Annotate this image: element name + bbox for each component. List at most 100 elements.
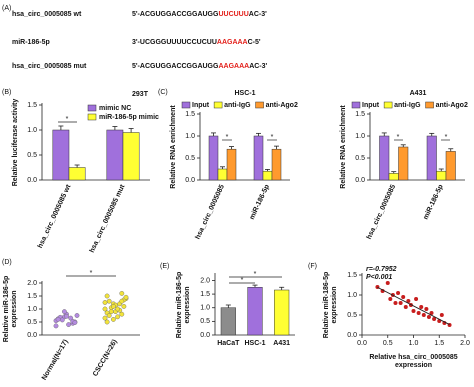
panel-letter: (F) bbox=[308, 263, 317, 270]
bar bbox=[398, 146, 409, 181]
y-tick-label: 0.0 bbox=[27, 332, 37, 339]
data-point bbox=[414, 297, 419, 301]
data-point bbox=[102, 306, 108, 312]
y-tick-label: 1.0 bbox=[355, 133, 365, 140]
data-point bbox=[388, 297, 393, 301]
legend-swatch bbox=[213, 101, 223, 109]
legend-swatch bbox=[87, 113, 97, 121]
x-tick-label: CSCC(N=26) bbox=[92, 338, 119, 377]
y-tick-label: 1.0 bbox=[185, 133, 195, 140]
panel-letter: (B) bbox=[2, 89, 11, 96]
axis-label: Relative luciferase activity bbox=[12, 99, 19, 187]
data-point bbox=[104, 319, 110, 325]
significance-label: * bbox=[271, 134, 274, 141]
y-tick-label: 2.0 bbox=[200, 277, 210, 284]
x-tick-label: Normal(N=17) bbox=[41, 338, 70, 381]
y-tick-label: 1.5 bbox=[200, 291, 210, 298]
legend-swatch bbox=[425, 101, 434, 109]
x-tick-label: HaCaT bbox=[217, 340, 240, 347]
legend-swatch bbox=[87, 104, 97, 112]
annotation: r=-0.7952 bbox=[366, 266, 397, 273]
x-tick-label: 0.0 bbox=[357, 340, 367, 347]
y-tick-label: 0.5 bbox=[27, 319, 37, 326]
trend-line bbox=[377, 286, 450, 325]
legend-label: Input bbox=[192, 102, 210, 109]
data-point bbox=[115, 314, 121, 320]
axis-label: expression bbox=[395, 362, 432, 369]
y-tick-label: 0.5 bbox=[347, 312, 357, 319]
significance-label: * bbox=[90, 270, 93, 277]
axis-label: Relative RNA enrichment bbox=[170, 105, 177, 189]
y-tick-label: 1.0 bbox=[27, 127, 37, 134]
axis-label: expression bbox=[11, 291, 18, 328]
bar bbox=[122, 132, 140, 181]
data-point bbox=[393, 301, 398, 305]
chart-title: HSC-1 bbox=[234, 90, 255, 97]
bar bbox=[68, 167, 86, 181]
sequence-label: hsa_circ_0005085 mut bbox=[12, 63, 87, 70]
data-point bbox=[102, 315, 108, 321]
data-point bbox=[119, 311, 125, 317]
x-tick-label: HSC-1 bbox=[244, 340, 265, 347]
data-point bbox=[68, 315, 74, 321]
data-point bbox=[53, 323, 59, 329]
sequence: 3'-UCGGGUUUUCCUCUUAAGAAAC-5' bbox=[132, 39, 261, 46]
x-tick-label: 1.5 bbox=[434, 340, 444, 347]
bar bbox=[217, 168, 228, 181]
legend-swatch bbox=[181, 101, 191, 109]
data-point bbox=[401, 295, 406, 299]
y-tick-label: 1.5 bbox=[27, 293, 37, 300]
y-tick-label: 2.0 bbox=[27, 280, 37, 287]
data-point bbox=[64, 313, 69, 319]
data-point bbox=[115, 306, 121, 312]
legend-label: mimic NC bbox=[99, 105, 131, 112]
binding-site: UUCUUU bbox=[218, 11, 248, 18]
binding-site: AAGAAA bbox=[218, 63, 249, 70]
panel-letter: (A) bbox=[2, 5, 11, 12]
y-tick-label: 1.0 bbox=[200, 305, 210, 312]
data-point bbox=[62, 309, 67, 314]
bar bbox=[208, 135, 219, 181]
sequence-part: 5'-ACGUGGACCGGAUGG bbox=[132, 63, 219, 70]
y-tick-label: 0.0 bbox=[200, 332, 210, 339]
data-point bbox=[403, 305, 408, 309]
x-tick-label: hsa_circ_0005085 bbox=[366, 184, 398, 241]
legend-swatch bbox=[351, 101, 361, 109]
chart-title: 293T bbox=[132, 91, 149, 98]
bar bbox=[226, 148, 237, 181]
axis-label: Relative miR-186-5p bbox=[3, 276, 10, 343]
data-point bbox=[121, 303, 127, 309]
legend-label: miR-186-5p mimic bbox=[99, 114, 159, 121]
axis-label: Relative RNA enrichment bbox=[340, 105, 347, 189]
significance-label: * bbox=[254, 271, 257, 278]
bar bbox=[379, 135, 390, 181]
x-tick-label: miR-186-5p bbox=[249, 184, 271, 221]
bar bbox=[426, 135, 437, 181]
bar bbox=[220, 307, 236, 336]
sequence: 5'-ACGUGGACCGGAUGGUUCUUUAC-3' bbox=[132, 11, 267, 18]
sequence-label: hsa_circ_0005085 wt bbox=[12, 11, 82, 18]
data-point bbox=[432, 317, 437, 321]
bar bbox=[247, 287, 263, 336]
data-point bbox=[421, 313, 426, 317]
legend-label: anti-IgG bbox=[394, 102, 421, 109]
y-tick-label: 0.0 bbox=[347, 332, 357, 339]
data-point bbox=[111, 303, 116, 309]
x-tick-label: 0.5 bbox=[383, 340, 393, 347]
sequence-part: 5'-ACGUGGACCGGAUGG bbox=[132, 11, 219, 18]
bar bbox=[436, 170, 447, 181]
x-tick-label: A431 bbox=[273, 340, 290, 347]
y-tick-label: 1.5 bbox=[27, 102, 37, 109]
significance-label: * bbox=[397, 134, 400, 141]
legend-label: anti-Ago2 bbox=[436, 102, 468, 109]
significance-label: * bbox=[66, 116, 69, 123]
sequence-part: AC-3' bbox=[249, 11, 267, 18]
bar bbox=[271, 148, 282, 181]
bar bbox=[445, 151, 456, 181]
x-tick-label: 2.0 bbox=[460, 340, 470, 347]
axis-label: Relative miR-186-5p bbox=[176, 272, 183, 339]
bar bbox=[253, 135, 264, 181]
sequence-part: 3'-UCGGGUUUUCCUCUU bbox=[132, 39, 217, 46]
y-tick-label: 0.0 bbox=[27, 177, 37, 184]
